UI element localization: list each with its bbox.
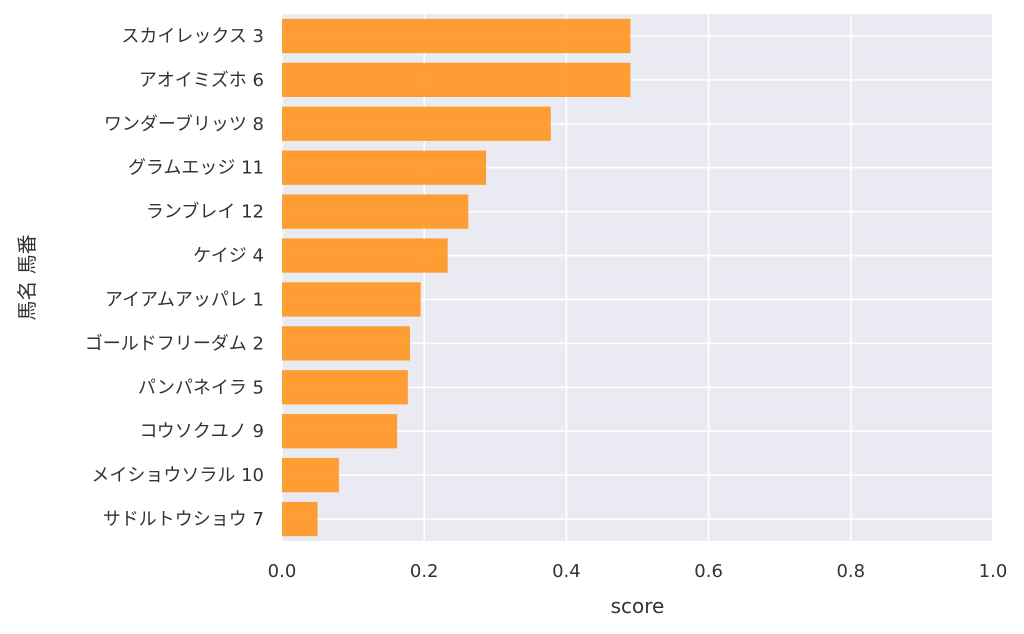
bar [282,282,421,317]
x-tick-label: 0.0 [268,561,297,582]
category-label: ゴールドフリーダム 2 [85,333,264,354]
bar [282,501,318,537]
x-tick-label: 0.4 [552,561,581,582]
category-label: ランブレイ 12 [146,201,264,223]
category-label: スカイレックス 3 [121,26,264,47]
category-label: サドルトウショウ 7 [103,509,264,530]
bar [282,326,410,361]
category-label: アイアムアッパレ 1 [105,289,264,310]
x-tick-label: 0.6 [694,561,723,582]
bar [282,62,631,98]
bars [282,18,631,537]
category-label: ケイジ 4 [193,246,264,267]
plot-background [282,14,993,541]
bar [282,370,408,405]
x-tick-label: 0.2 [410,561,439,582]
x-tick-labels: 0.0 0.2 0.4 0.6 0.8 1.0 [268,561,1008,582]
category-label: パンパネイラ 5 [138,377,264,398]
bar [282,194,469,229]
category-label: グラムエッジ 11 [128,158,264,179]
bar [282,457,339,493]
bar [282,150,487,185]
category-label: アオイミズホ 6 [139,70,264,91]
y-axis-title: 馬名 馬番 [15,234,39,320]
bar [282,106,551,141]
category-labels: スカイレックス 3 アオイミズホ 6 ワンダーブリッツ 8 グラムエッジ 11 ランブレ… [85,26,264,530]
x-axis-title: score [611,594,665,618]
bar [282,238,448,273]
x-tick-label: 0.8 [836,561,865,582]
category-label: ワンダーブリッツ 8 [104,113,264,135]
category-label: メイショウソラル 10 [91,465,264,486]
bar [282,414,398,449]
x-tick-label: 1.0 [979,561,1008,582]
category-label: コウソクユノ 9 [140,421,264,442]
bar [282,18,631,54]
